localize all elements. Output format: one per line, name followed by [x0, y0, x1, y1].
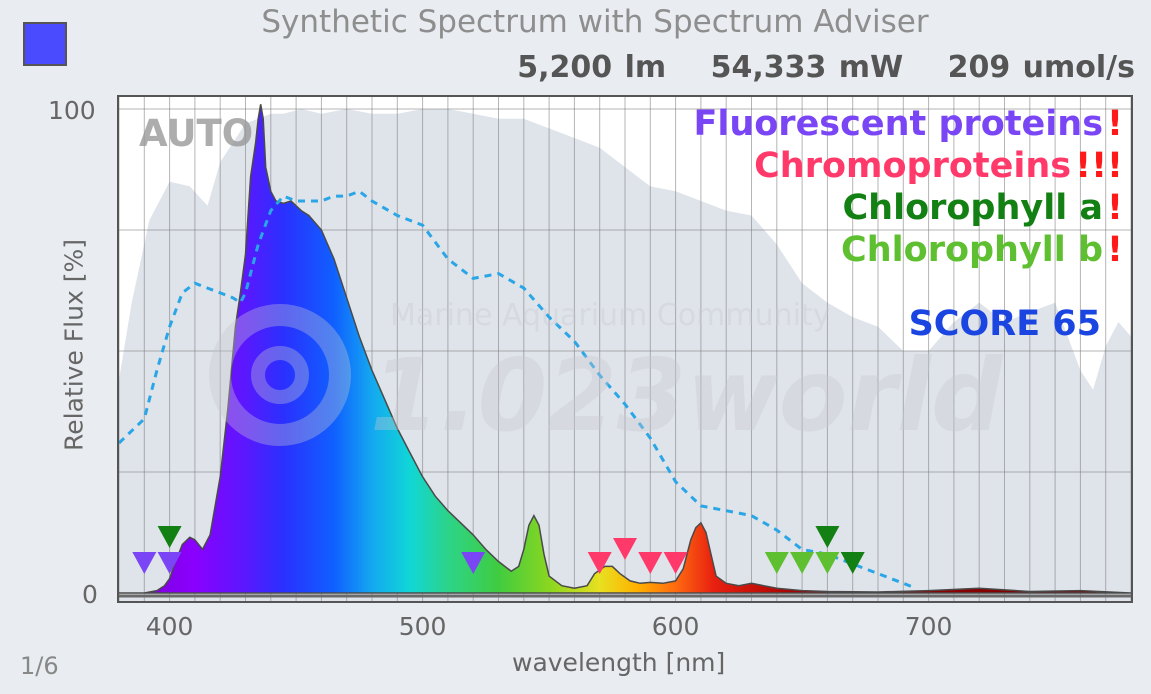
stat-umol: 209 umol/s [947, 50, 1135, 85]
x-tick-label: 400 [145, 612, 194, 641]
y-tick-label: 100 [48, 96, 96, 125]
absorption-marker [132, 552, 157, 574]
auto-label: AUTO [139, 112, 254, 155]
absorption-marker [840, 552, 865, 574]
stat-lumens: 5,200 lm [517, 50, 667, 85]
absorption-marker [815, 526, 840, 548]
y-tick-label: 0 [82, 580, 98, 609]
advisory-label: Chromoproteins [754, 146, 1072, 186]
absorption-marker [663, 552, 688, 574]
stat-milliwatts: 54,333 mW [710, 50, 904, 85]
absorption-marker [638, 552, 663, 574]
advisory-warning-marks: ! [1107, 230, 1123, 270]
advisory-label: Chlorophyll a [842, 188, 1104, 228]
chart-title: Synthetic Spectrum with Spectrum Adviser [261, 4, 929, 40]
absorption-marker [790, 552, 815, 574]
score-label: SCORE 65 [908, 304, 1101, 344]
spectrum-chart [119, 97, 1131, 601]
plot-area[interactable] [117, 95, 1133, 603]
color-swatch[interactable] [23, 22, 67, 66]
advisory-label: Fluorescent proteins [693, 104, 1104, 144]
x-axis-label: wavelength [nm] [512, 648, 726, 677]
stats-line: 5,200 lm 54,333 mW 209 umol/s [485, 50, 1135, 85]
reference-dashed-line [119, 189, 917, 590]
page-indicator: 1/6 [20, 652, 59, 680]
absorption-marker [587, 552, 612, 574]
advisory-warning-marks: ! [1107, 188, 1123, 228]
advisory-label: Chlorophyll b [841, 230, 1104, 270]
absorption-marker [815, 552, 840, 574]
absorption-marker [157, 526, 182, 548]
y-axis-label: Relative Flux [%] [59, 239, 89, 451]
x-tick-label: 500 [398, 612, 447, 641]
advisory-warning-marks: ! [1107, 104, 1123, 144]
absorption-marker [461, 552, 486, 574]
advisory-chlorophyll-b: Chlorophyll b! [841, 230, 1123, 270]
absorption-marker [764, 552, 789, 574]
advisory-warning-marks: !!! [1075, 146, 1123, 186]
spectrum-area [119, 104, 1131, 594]
absorption-marker [157, 552, 182, 574]
advisory-chlorophyll-a: Chlorophyll a! [842, 188, 1123, 228]
x-tick-label: 600 [651, 612, 700, 641]
x-tick-label: 700 [904, 612, 953, 641]
advisory-chromoproteins: Chromoproteins!!! [754, 146, 1123, 186]
absorption-marker [613, 538, 637, 560]
advisory-fluorescent-proteins: Fluorescent proteins! [693, 104, 1123, 144]
